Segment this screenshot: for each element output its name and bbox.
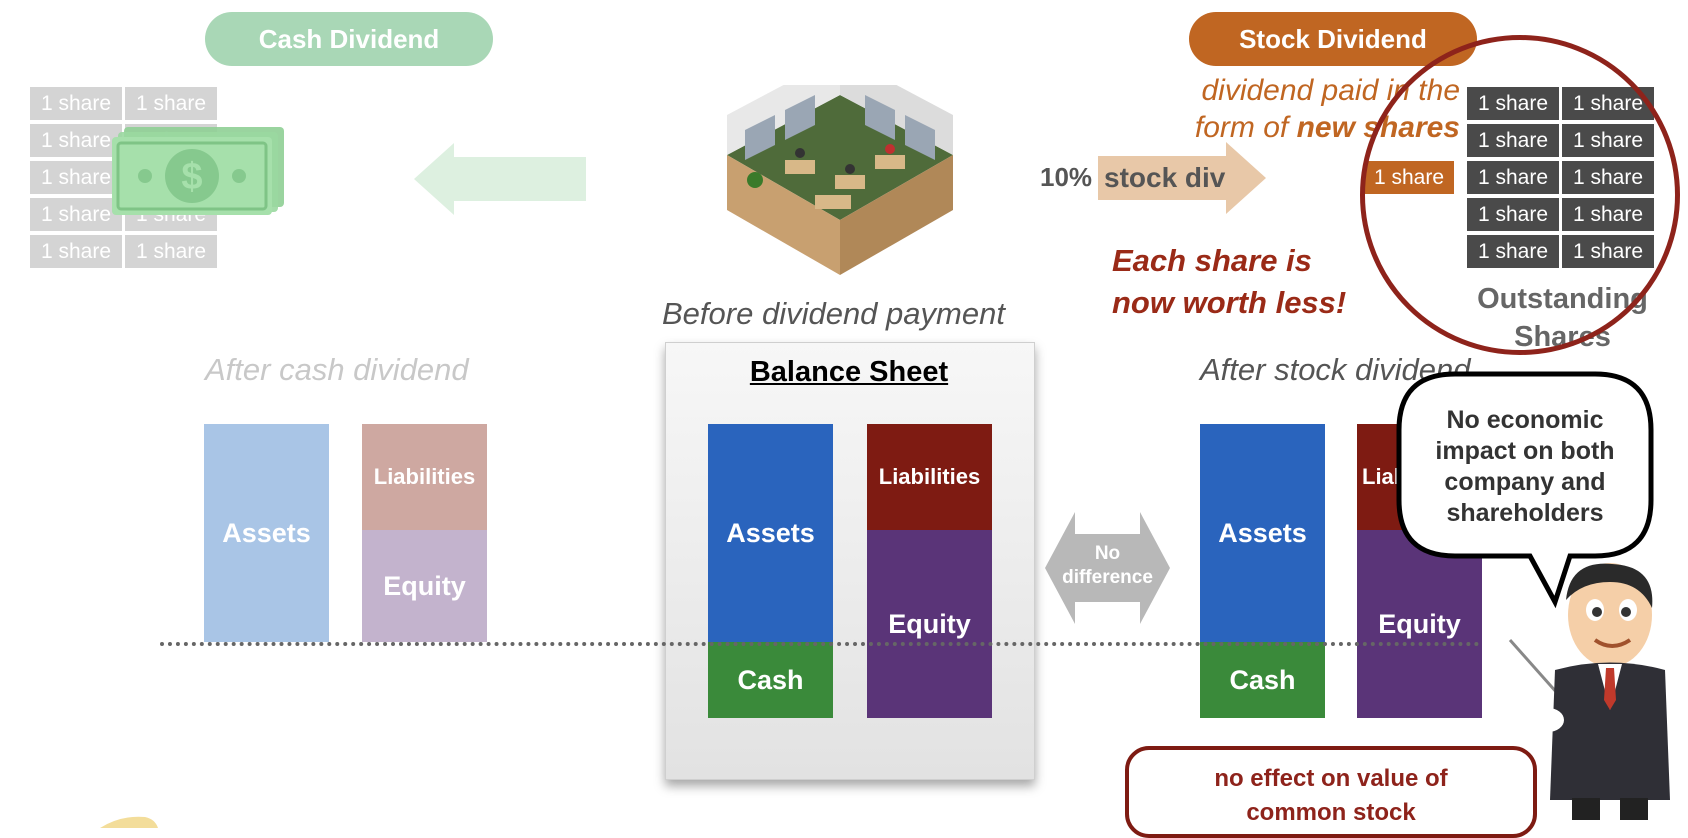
warning-line1: Each share is xyxy=(1112,243,1312,278)
left-arrow-icon xyxy=(414,143,586,215)
speech-bubble-text: No economic impact on both company and s… xyxy=(1405,405,1645,529)
stock-div-pct: 10% xyxy=(1040,162,1093,192)
stock-assets-bar: Assets xyxy=(1200,424,1325,642)
center-equity-bar: Equity xyxy=(867,530,992,718)
cash-share: 1 share xyxy=(30,161,122,194)
after-cash-caption: After cash dividend xyxy=(205,352,469,387)
svg-text:$: $ xyxy=(181,156,202,198)
bubble-line3: company and xyxy=(1444,468,1606,496)
cash-dividend-pill: Cash Dividend xyxy=(205,12,493,66)
stock-dividend-title: Stock Dividend xyxy=(1239,24,1427,54)
worth-less-warning: Each share is now worth less! xyxy=(1112,240,1346,324)
double-arrow-icon xyxy=(1045,512,1170,624)
stock-dividend-pill: Stock Dividend xyxy=(1189,12,1477,66)
cash-dividend-title: Cash Dividend xyxy=(258,24,440,54)
note-line1: no effect on value of xyxy=(1214,765,1448,792)
center-assets-bar: Assets xyxy=(708,424,833,642)
cash-liabilities-bar: Liabilities xyxy=(362,424,487,530)
stock-cash-bar: Cash xyxy=(1200,642,1325,718)
balance-sheet-title: Balance Sheet xyxy=(749,356,949,388)
bubble-line4: shareholders xyxy=(1446,499,1604,527)
bubble-line1: No economic xyxy=(1446,406,1604,434)
stock-div-arrow-icon xyxy=(1098,142,1266,214)
cash-assets-bar: Assets xyxy=(204,424,329,642)
bubble-line2: impact on both xyxy=(1435,437,1615,465)
no-difference-label: No difference xyxy=(1045,542,1170,590)
cash-bills-icon: $ xyxy=(112,127,284,215)
corner-decoration xyxy=(100,816,158,828)
no-effect-note: no effect on value of common stock xyxy=(1125,746,1537,838)
office-illustration xyxy=(727,85,953,275)
center-cash-bar: Cash xyxy=(708,642,833,718)
before-dividend-caption: Before dividend payment xyxy=(662,296,1005,331)
cash-share: 1 share xyxy=(30,235,122,268)
center-liabilities-bar: Liabilities xyxy=(867,424,992,530)
no-difference-line1: No xyxy=(1094,543,1121,564)
cash-share: 1 share xyxy=(30,124,122,157)
cash-share: 1 share xyxy=(30,198,122,231)
cash-level-dotted-line xyxy=(160,642,1480,646)
no-difference-line2: difference xyxy=(1062,567,1153,588)
description-line2-prefix: form of xyxy=(1194,111,1289,144)
cash-share: 1 share xyxy=(125,235,217,268)
stock-equity-bar: Equity xyxy=(1357,530,1482,718)
cash-share: 1 share xyxy=(30,87,122,120)
speech-bubble-shape xyxy=(1396,371,1654,609)
presenter-character xyxy=(1508,563,1670,820)
warning-line2: now worth less! xyxy=(1112,285,1347,320)
cash-equity-bar: Equity xyxy=(362,530,487,642)
stock-div-arrow-label: stock div xyxy=(1104,162,1226,193)
cash-share: 1 share xyxy=(125,87,217,120)
outstanding-highlight-circle xyxy=(1360,35,1680,355)
note-line2: common stock xyxy=(1246,799,1416,826)
